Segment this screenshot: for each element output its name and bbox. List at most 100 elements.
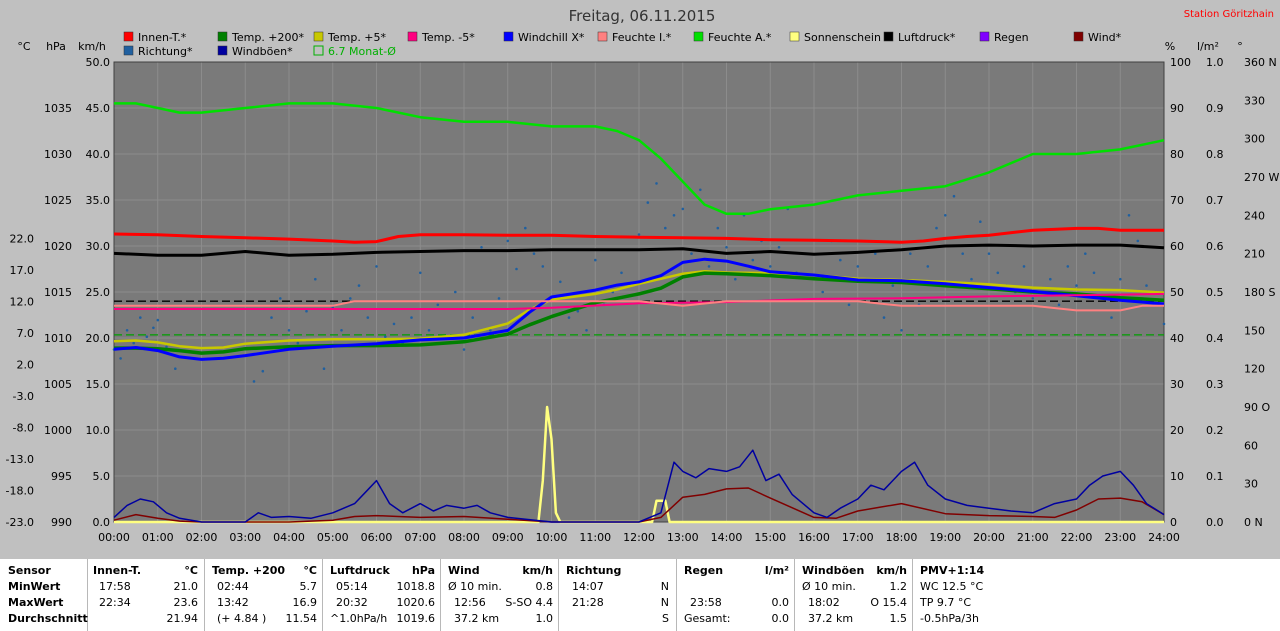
pressure_hpa-tick-label: 1025 xyxy=(44,194,72,207)
direction-dot xyxy=(576,309,580,313)
stats-time: 20:32 xyxy=(336,596,368,609)
temp_c-tick-label: 22.0 xyxy=(10,232,35,245)
direction-dot xyxy=(471,316,475,319)
direction-dot xyxy=(322,367,326,371)
direction-dot xyxy=(716,226,720,230)
axis-unit-label: ° xyxy=(1237,40,1243,53)
legend-swatch xyxy=(123,31,134,42)
legend: Innen-T.* Temp. +200* Temp. +5* Temp. -5* Wi… xyxy=(123,31,1122,58)
direction-dot xyxy=(839,258,842,262)
wind_kmh-tick-label: 5.0 xyxy=(93,470,111,483)
series-line-innen-t xyxy=(113,226,1164,244)
rain_lm2-tick-label: 0.8 xyxy=(1206,148,1224,161)
stats-value: 0.8 xyxy=(535,580,554,593)
series-line-luftdruck xyxy=(113,243,1165,257)
humidity_pct-tick-label: 50 xyxy=(1170,286,1184,299)
stats-time: 23:58 xyxy=(690,596,722,609)
direction-dot xyxy=(935,226,938,230)
direction-dot xyxy=(506,239,510,243)
legend-label: Richtung* xyxy=(138,45,193,58)
direction-dot xyxy=(620,271,623,275)
stats-unit: km/h xyxy=(876,564,907,577)
stats-value: 1.2 xyxy=(889,580,908,593)
stats-time: 18:02 xyxy=(808,596,840,609)
legend-label: 6.7 Monat-Ø xyxy=(328,45,396,58)
direction-dot xyxy=(314,277,317,281)
direction-dot xyxy=(1084,252,1087,255)
x-tick-label: 13:00 xyxy=(667,531,699,544)
direction-dot xyxy=(145,335,149,339)
legend-swatch xyxy=(789,31,800,42)
legend-label: Luftdruck* xyxy=(898,31,956,44)
rain_lm2-tick-label: 1.0 xyxy=(1206,56,1224,69)
direction-dot xyxy=(296,341,300,345)
direction-dot xyxy=(1057,303,1061,307)
direction-dot xyxy=(646,201,650,204)
x-tick-label: 24:00 xyxy=(1148,531,1180,544)
direction-dot xyxy=(1162,322,1166,326)
wind_kmh-tick-label: 30.0 xyxy=(86,240,111,253)
stats-value: S xyxy=(662,612,669,625)
direction-dot xyxy=(874,252,877,255)
x-tick-label: 12:00 xyxy=(623,531,655,544)
wind_kmh-tick-label: 10.0 xyxy=(86,424,111,437)
pressure_hpa-tick-label: 990 xyxy=(51,516,72,529)
stats-time: 17:58 xyxy=(99,580,131,593)
legend-label: Innen-T.* xyxy=(138,31,187,44)
direction-dot xyxy=(664,226,667,230)
humidity_pct-tick-label: 90 xyxy=(1170,102,1184,115)
x-tick-label: 08:00 xyxy=(448,531,480,544)
series-line-wind xyxy=(113,487,1165,523)
direction-dot xyxy=(462,348,466,351)
wind_kmh-tick-label: 15.0 xyxy=(86,378,111,391)
direction-dot xyxy=(585,329,588,332)
x-tick-label: 07:00 xyxy=(404,531,436,544)
temp_c-tick-label: -18.0 xyxy=(6,484,34,497)
axis-unit-label: km/h xyxy=(78,40,106,53)
direction-tick-label: 210 xyxy=(1244,248,1265,261)
direction-tick-label: 360 N xyxy=(1244,56,1277,69)
direction-dot xyxy=(1075,284,1078,287)
stats-time: Gesamt: xyxy=(684,612,731,625)
stats-time: 37.2 km xyxy=(808,612,854,625)
x-tick-label: 10:00 xyxy=(536,531,568,544)
direction-tick-label: 330 xyxy=(1244,94,1265,107)
legend-label: Windböen* xyxy=(232,45,293,58)
stats-header-wind: Wind xyxy=(448,564,480,577)
legend-label: Sonnenschein xyxy=(804,31,881,44)
stats-value: 5.7 xyxy=(299,580,318,593)
legend-swatch xyxy=(217,45,228,56)
direction-dot xyxy=(1145,284,1148,287)
x-tick-label: 01:00 xyxy=(142,531,174,544)
stats-value: 1.0 xyxy=(535,612,554,625)
pressure_hpa-tick-label: 1035 xyxy=(44,102,72,115)
legend-swatch xyxy=(693,31,704,42)
humidity_pct-tick-label: 70 xyxy=(1170,194,1184,207)
direction-dot xyxy=(1110,316,1113,319)
stats-value: -0.5hPa/3h xyxy=(920,612,979,625)
stats-value: TP 9.7 °C xyxy=(920,596,972,609)
monthly-average-lines xyxy=(114,300,1164,336)
direction-dot xyxy=(909,252,912,255)
legend-label: Temp. -5* xyxy=(421,31,475,44)
rain_lm2-tick-label: 0.9 xyxy=(1206,102,1224,115)
stats-value: 1020.6 xyxy=(396,596,436,609)
pressure_hpa-tick-label: 1010 xyxy=(44,332,72,345)
direction-dot xyxy=(410,316,413,319)
series-line-feuchte-a xyxy=(114,102,1165,216)
x-tick-label: 23:00 xyxy=(1104,531,1136,544)
rain_lm2-tick-label: 0.5 xyxy=(1206,286,1224,299)
legend-label: Temp. +200* xyxy=(231,31,305,44)
direction-dot xyxy=(725,246,728,249)
x-tick-label: 15:00 xyxy=(754,531,786,544)
legend-swatch xyxy=(979,31,990,42)
wind_kmh-tick-label: 50.0 xyxy=(86,56,111,69)
direction-tick-label: 0 N xyxy=(1244,516,1263,529)
direction-dot xyxy=(156,318,160,322)
x-tick-label: 05:00 xyxy=(317,531,349,544)
direction-dot xyxy=(1092,271,1096,275)
direction-dot xyxy=(1119,277,1122,281)
direction-dot xyxy=(489,329,492,332)
direction-dot xyxy=(427,329,431,332)
direction-dot xyxy=(349,297,352,300)
